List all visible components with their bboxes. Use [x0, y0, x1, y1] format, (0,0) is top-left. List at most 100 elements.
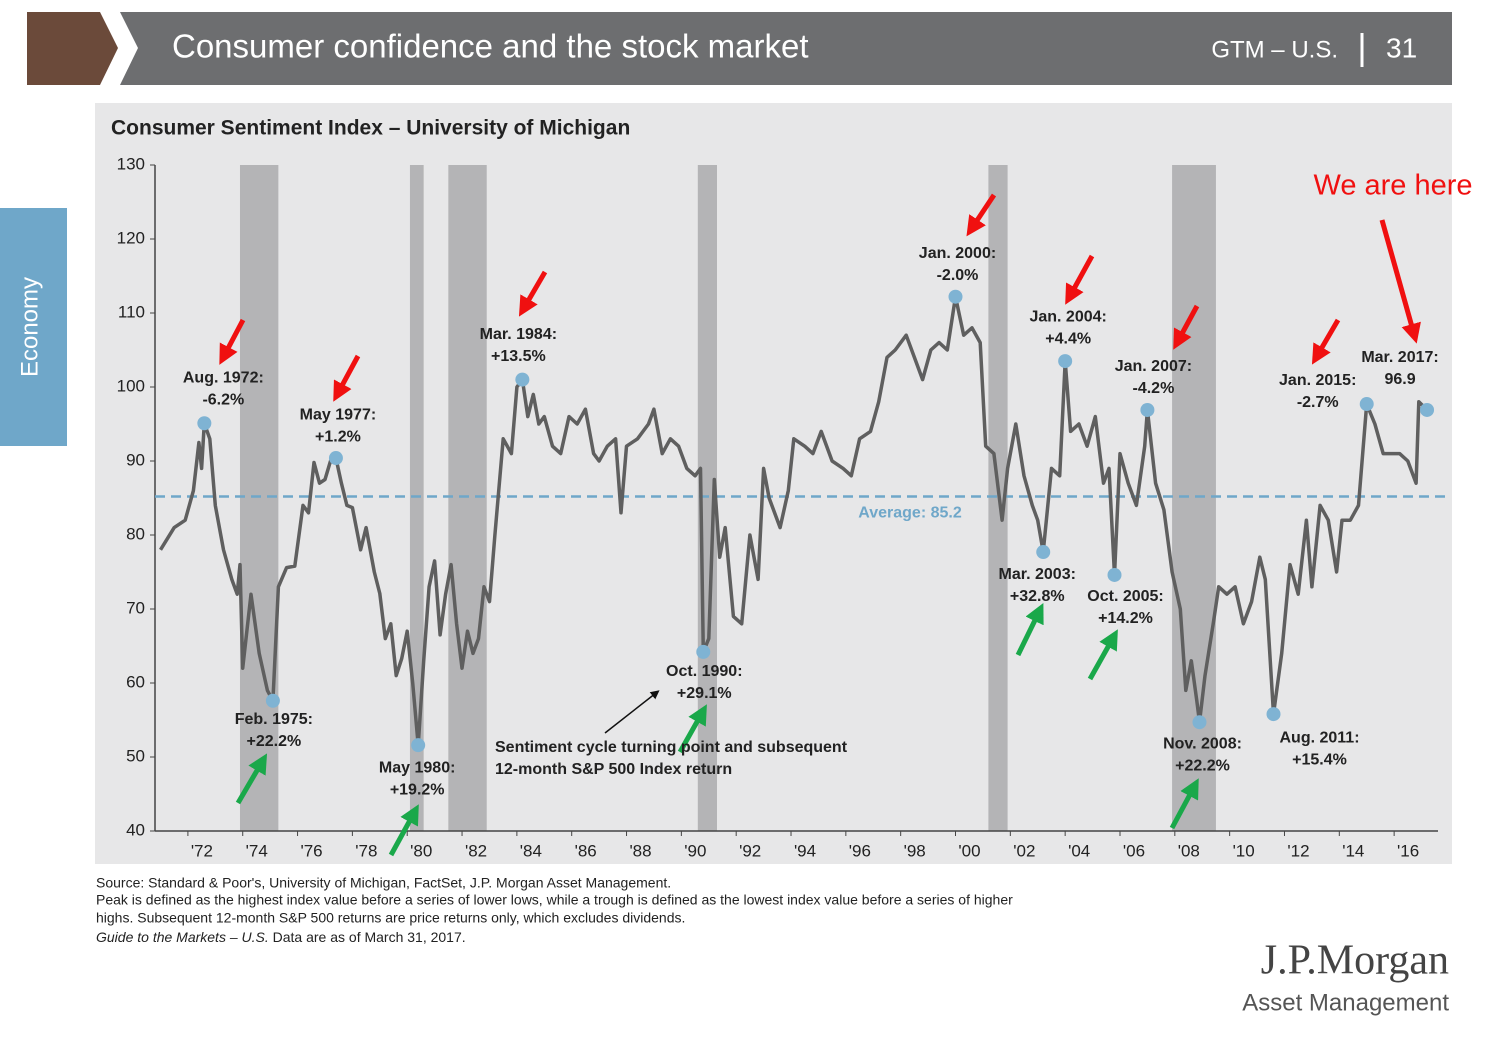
x-tick-label: '98 — [904, 841, 926, 860]
average-label: Average: 85.2 — [858, 505, 962, 522]
source: Source: Standard & Poor's, University of… — [96, 875, 671, 891]
turning-point — [696, 644, 711, 659]
header-chevron — [27, 12, 118, 85]
note: Peak is defined as the highest index val… — [96, 892, 1013, 908]
point-note: +22.2% — [247, 733, 302, 750]
y-tick-label: 70 — [126, 598, 145, 617]
x-tick-label: '94 — [794, 841, 816, 860]
x-tick-label: '96 — [849, 841, 871, 860]
x-tick-label: '92 — [739, 841, 761, 860]
point-label: Oct. 2005: — [1087, 588, 1163, 605]
point-note: 96.9 — [1384, 371, 1415, 388]
point-note: +15.4% — [1292, 751, 1347, 768]
point-note: -4.2% — [1133, 380, 1175, 397]
turning-point — [1192, 715, 1207, 730]
turning-point — [1140, 402, 1155, 417]
side-tab-label: Economy — [16, 277, 43, 377]
point-label: Jan. 2007: — [1115, 358, 1192, 375]
turning-point — [948, 289, 963, 304]
callout: We are here — [1313, 170, 1472, 202]
recession-band — [1172, 165, 1216, 831]
arrows — [219, 193, 1421, 857]
point-label: Jan. 2015: — [1279, 372, 1356, 389]
point-note: +19.2% — [390, 781, 445, 798]
header-bar — [120, 12, 1452, 85]
point-note: -2.7% — [1297, 394, 1339, 411]
point-label: Feb. 1975: — [235, 711, 313, 728]
x-tick-label: '76 — [300, 841, 322, 860]
as-of-date: Data are as of March 31, 2017. — [269, 929, 466, 945]
turning-point — [1359, 397, 1374, 412]
x-tick-label: '84 — [520, 841, 542, 860]
plot: 40 50 60 70 80 90 100 110 120 130 '72 '74 '76 '78 '80 '… — [117, 154, 1450, 860]
point-label: Jan. 2004: — [1029, 308, 1106, 325]
chart-title: Consumer Sentiment Index – University of… — [111, 117, 630, 140]
x-tick-label: '74 — [246, 841, 268, 860]
turning-point — [515, 372, 530, 387]
point-label: Mar. 2017: — [1361, 349, 1438, 366]
x-tick-label: '16 — [1397, 841, 1419, 860]
green-arrows — [235, 603, 1199, 857]
y-tick-label: 110 — [118, 302, 145, 321]
x-tick-label: '82 — [465, 841, 487, 860]
turning-point — [328, 451, 343, 466]
turning-point — [1266, 707, 1281, 722]
annotation-line: 12-month S&P 500 Index return — [495, 761, 732, 778]
turning-point — [1107, 567, 1122, 582]
y-tick-label: 120 — [117, 228, 145, 247]
x-tick-label: '02 — [1013, 841, 1035, 860]
point-label: Aug. 2011: — [1279, 729, 1359, 746]
header-section: GTM – U.S. — [1211, 36, 1338, 63]
x-tick-label: '08 — [1178, 841, 1200, 860]
x-tick-label: '78 — [355, 841, 377, 860]
annotation-arrow — [604, 690, 660, 734]
point-label: Nov. 2008: — [1163, 735, 1242, 752]
y-tick-label: 40 — [126, 820, 145, 839]
as-of: Guide to the Markets – U.S. Data are as … — [96, 929, 466, 945]
y-tick-label: 90 — [126, 450, 145, 469]
y-tick-label: 80 — [126, 524, 145, 543]
header-title: Consumer confidence and the stock market — [172, 28, 809, 65]
point-note: +32.8% — [1010, 588, 1065, 605]
point-note: +1.2% — [315, 428, 361, 445]
x-tick-label: '00 — [958, 841, 980, 860]
point-label: Mar. 2003: — [999, 566, 1076, 583]
x-tick-label: '72 — [191, 841, 213, 860]
turning-point — [265, 693, 280, 708]
turning-point — [1420, 402, 1435, 417]
logo: J.P.Morgan — [1261, 938, 1449, 984]
point-note: +4.4% — [1045, 330, 1091, 347]
y-tick-label: 100 — [117, 376, 145, 395]
point-label: Mar. 1984: — [480, 326, 557, 343]
y-tick-label: 50 — [126, 746, 145, 765]
recession-band — [239, 165, 279, 831]
x-tick-label: '10 — [1233, 841, 1255, 860]
guide: Guide to the Markets – U.S. — [96, 929, 269, 945]
point-label: May 1977: — [300, 406, 377, 423]
x-tick-label: '80 — [410, 841, 432, 860]
point-label: Jan. 2000: — [919, 245, 996, 262]
x-tick-label: '04 — [1068, 841, 1090, 860]
header-page: 31 — [1386, 32, 1417, 63]
point-note: +22.2% — [1175, 757, 1230, 774]
x-tick-label: '90 — [684, 841, 706, 860]
x-tick-label: '14 — [1342, 841, 1364, 860]
point-note: +13.5% — [491, 348, 546, 365]
point-note: -2.0% — [937, 267, 979, 284]
point-label: May 1980: — [379, 759, 456, 776]
note: highs. Subsequent 12-month S&P 500 retur… — [96, 910, 685, 926]
logo-sub: Asset Management — [1242, 989, 1449, 1016]
y-tick-label: 60 — [126, 672, 145, 691]
x-tick-label: '86 — [575, 841, 597, 860]
x-tick-label: '88 — [629, 841, 651, 860]
x-tick-label: '06 — [1123, 841, 1145, 860]
recession-band — [697, 165, 717, 831]
point-note: +14.2% — [1098, 610, 1153, 627]
turning-point — [1058, 354, 1073, 369]
point-label: Aug. 1972: — [183, 369, 264, 386]
red-arrows — [219, 193, 1421, 402]
turning-point — [411, 738, 426, 753]
point-note: +29.1% — [677, 685, 732, 702]
